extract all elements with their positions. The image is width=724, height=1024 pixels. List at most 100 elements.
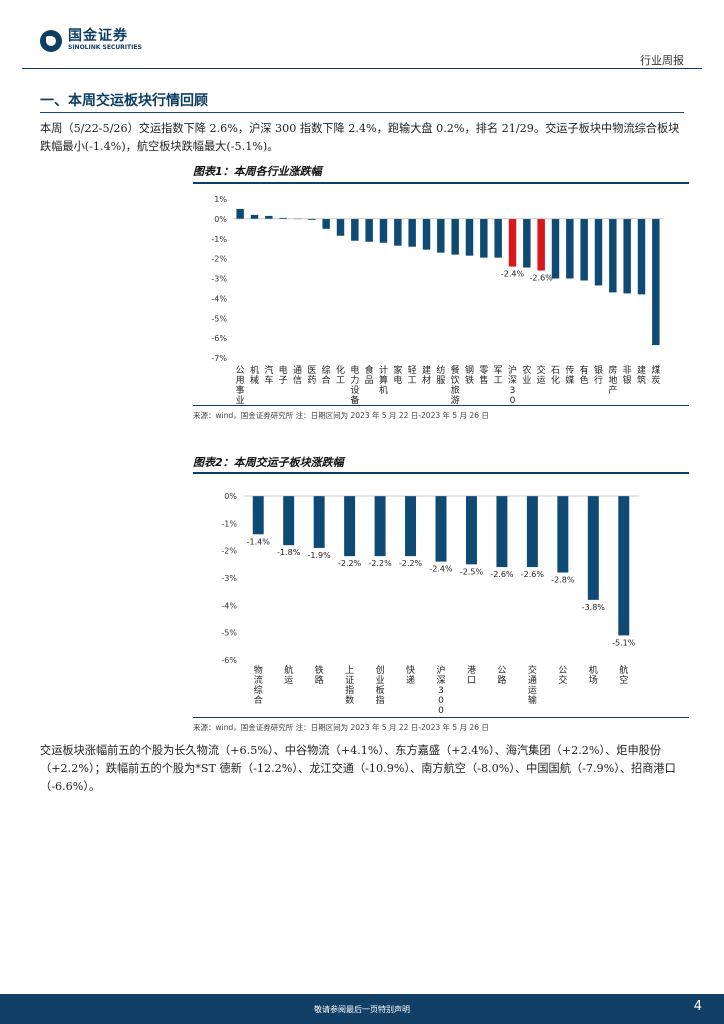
summary-paragraph: 本周（5/22-5/26）交运指数下降 2.6%，沪深 300 指数下降 2.4… (40, 122, 680, 153)
bar-公路 (496, 496, 508, 568)
figure2-bottom-rule (193, 717, 689, 718)
logo-chinese-name: 国金证券 (68, 28, 128, 44)
x-tick-label: 化工 (336, 364, 345, 386)
y-tick-label: -5% (211, 314, 227, 323)
x-tick-label: 军工 (494, 365, 503, 386)
y-tick-label: -6% (221, 656, 237, 665)
bar-计算机 (379, 218, 388, 243)
data-label: -2.6% (521, 570, 545, 579)
bar-农业 (523, 218, 531, 268)
bar-建材 (422, 218, 431, 250)
logo-english-name: SINOLINK SECURITIES (68, 44, 142, 51)
y-tick-label: -1% (211, 235, 227, 244)
x-tick-label: 机场 (589, 664, 598, 686)
figure1-top-rule (193, 182, 689, 184)
data-label: -2.6% (530, 274, 554, 283)
x-tick-label: 港口 (467, 664, 476, 686)
bar-煤炭 (652, 218, 660, 346)
section-title: 一、本周交运板块行情回顾 (40, 93, 208, 109)
stock-movers-paragraph: 交运板块涨幅前五的个股为长久物流（+6.5%）、中谷物流（+4.1%）、东方嘉盛… (40, 744, 676, 793)
data-label: -2.4% (501, 270, 525, 279)
data-label: -1.8% (277, 548, 301, 557)
x-tick-label: 通信 (293, 365, 302, 386)
bar-上证指数 (344, 496, 356, 557)
bar-机械 (250, 214, 259, 219)
x-tick-label: 上证指数 (345, 665, 354, 706)
figure1-title: 图表1：本周各行业涨跌幅 (193, 165, 322, 178)
figure1-source: 来源：wind，国金证券研究所 注：日期区间为 2023 年 5 月 22 日-… (193, 411, 489, 420)
x-tick-label: 轻工 (408, 364, 417, 386)
x-tick-label: 物流综合 (254, 664, 263, 706)
y-tick-label: 0% (224, 492, 237, 501)
x-tick-label: 公路 (497, 665, 506, 686)
bar-交运 (537, 218, 545, 271)
bar-军工 (494, 218, 502, 258)
x-tick-label: 医药 (307, 365, 316, 386)
y-tick-label: -6% (211, 334, 227, 343)
x-tick-label: 电力设备 (350, 364, 359, 404)
page-number: 4 (693, 999, 702, 1014)
y-tick-label: -7% (211, 354, 227, 363)
bar-轻工 (408, 218, 416, 247)
bar-机场 (587, 496, 599, 600)
bar-房地产 (609, 218, 617, 293)
x-tick-label: 公交 (558, 665, 567, 686)
report-type-label: 行业周报 (640, 54, 684, 67)
x-tick-label: 建筑 (637, 364, 646, 386)
x-tick-label: 有色 (580, 364, 589, 386)
bar-港口 (465, 496, 477, 565)
y-tick-label: -3% (211, 275, 227, 284)
x-tick-label: 传媒 (565, 364, 574, 386)
y-tick-label: -2% (211, 255, 227, 264)
bar-零售 (480, 218, 488, 258)
bar-公交 (557, 496, 569, 573)
x-tick-label: 农业 (522, 364, 531, 386)
x-tick-label: 综合 (322, 364, 331, 386)
x-tick-label: 交通运输 (528, 664, 537, 706)
x-tick-label: 建材 (422, 364, 431, 386)
x-tick-label: 煤炭 (651, 364, 660, 386)
y-tick-label: -5% (221, 629, 237, 638)
figure2-top-rule (193, 472, 689, 474)
data-label: -2.4% (429, 565, 453, 574)
data-label: -1.9% (308, 551, 332, 560)
x-tick-label: 公用事业 (236, 365, 245, 404)
y-tick-label: 1% (214, 195, 227, 204)
bar-食品 (365, 218, 373, 242)
x-tick-label: 航空 (619, 664, 628, 686)
section-divider (40, 112, 684, 113)
bar-铁路 (313, 496, 325, 548)
data-label: -2.6% (490, 570, 514, 579)
bar-非银 (623, 218, 631, 294)
x-tick-label: 食品 (365, 364, 374, 386)
x-tick-label: 钢铁 (465, 364, 474, 386)
x-tick-label: 家电 (393, 364, 402, 386)
y-tick-label: -3% (221, 574, 237, 583)
x-tick-label: 交运 (537, 364, 546, 386)
industry-change-chart: 1% 0% -1% -2% -3% -4% -5% -6% -7% 公用事业机械汽车电子通信医药综… (211, 195, 663, 404)
bar-公用事业 (236, 208, 244, 219)
transport-subsector-chart: 0% -1% -2% -3% -4% -5% -6% -1.4% 物流综合 -1.8% 航运 -1.9… (221, 492, 639, 716)
logo-icon (40, 29, 62, 52)
x-tick-label: 快递 (406, 664, 415, 686)
bar-沪深300 (508, 218, 517, 267)
x-tick-label: 电子 (279, 364, 288, 386)
bar-航运 (283, 496, 295, 546)
bar-建筑 (637, 218, 646, 295)
bar-电子 (279, 217, 287, 219)
bar-有色 (580, 218, 588, 281)
bar-传媒 (566, 218, 574, 279)
y-tick-label: -4% (211, 294, 227, 303)
bar-电力设备 (351, 218, 359, 241)
bar-交通运输 (526, 496, 538, 568)
data-label: -2.5% (460, 567, 484, 576)
figure2-source: 来源：wind，国金证券研究所 注：日期区间为 2023 年 5 月 22 日-… (193, 723, 489, 732)
bar-化工 (336, 218, 345, 236)
bar-钢铁 (465, 218, 474, 256)
y-tick-label: 0% (214, 215, 227, 224)
bar-创业板指 (374, 496, 386, 557)
x-tick-label: 汽车 (264, 364, 273, 386)
x-tick-label: 零售 (479, 365, 488, 386)
